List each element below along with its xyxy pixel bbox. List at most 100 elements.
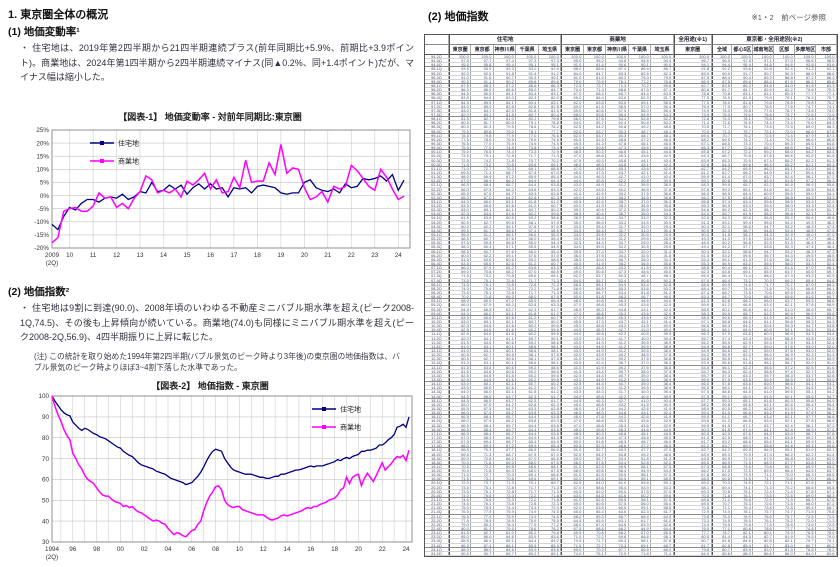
table-cell: 57.5: [711, 377, 733, 382]
table-cell: 78.9: [732, 514, 754, 518]
table-cell: 77.5: [516, 522, 539, 527]
table-cell: 56.2: [816, 406, 837, 411]
table-cell: 63.7: [753, 423, 775, 427]
table-cell: 32.3: [651, 216, 674, 220]
table-cell: 83.6: [539, 535, 562, 539]
table-cell: 83.1: [539, 92, 562, 96]
table-cell: 76.8: [651, 79, 674, 83]
table-cell: 79.3: [816, 88, 837, 92]
table-row: 18-3Q 69.0 70.8 68.2 67.0 66.5 55.0 56.7 53.4 51.…: [425, 456, 837, 461]
table-cell: 63.4: [732, 336, 754, 340]
table-row: 04-4Q 59.5 61.7 58.6 57.1 56.5 34.5 36.4 32.7 31.…: [425, 228, 837, 234]
table-cell: 77.9: [471, 141, 494, 146]
table-cell: 79.9: [753, 96, 775, 100]
table-cell: 77.1: [816, 92, 837, 96]
group-header: 住宅地: [448, 35, 562, 45]
table-cell: 67.5: [471, 191, 494, 195]
table-heading: (2) 地価指数: [428, 11, 489, 23]
table-cell: 73.9: [673, 112, 712, 117]
table-cell: 64.9: [753, 170, 775, 175]
table-cell: 64.5: [448, 394, 472, 398]
table-cell: 64.3: [753, 431, 775, 435]
table-cell: 43.0: [561, 377, 584, 382]
table-cell: 50.3: [606, 133, 629, 137]
table-cell: 43.6: [629, 154, 652, 158]
table-cell: 41.0: [561, 191, 584, 195]
table-cell: 49.6: [816, 216, 837, 220]
table-cell: 38.7: [606, 361, 629, 365]
table-cell: 65.9: [753, 270, 775, 274]
table-cell: 100.0: [448, 55, 472, 59]
table-cell: 74.5: [448, 502, 472, 506]
row-label: 15-1Q: [425, 398, 449, 402]
table-cell: 52.1: [774, 237, 796, 241]
table-cell: 77.7: [774, 527, 796, 531]
table-cell: 60.2: [516, 324, 539, 328]
table-cell: 83.4: [516, 92, 539, 96]
table-cell: 57.0: [795, 266, 817, 270]
table-cell: 60.6: [494, 340, 517, 344]
legend-label: 住宅地: [340, 405, 361, 414]
table-cell: 55.8: [795, 398, 817, 402]
table-cell: 61.7: [651, 96, 674, 100]
table-cell: 55.0: [561, 291, 584, 295]
table-cell: 43.0: [561, 183, 584, 187]
table-cell: 45.3: [606, 303, 629, 307]
table-cell: 63.7: [494, 398, 517, 402]
row-label: 04-3Q: [425, 224, 449, 228]
table-cell: 86.0: [774, 551, 796, 556]
table-cell: 70.8: [673, 506, 712, 510]
table-cell: 59.5: [606, 498, 629, 502]
table-cell: 72.5: [561, 83, 584, 88]
table-cell: 80.3: [774, 92, 796, 96]
table-cell: 58.1: [516, 220, 539, 224]
table-cell: 36.5: [629, 195, 652, 199]
table-cell: 39.2: [606, 191, 629, 195]
table-cell: 60.5: [561, 489, 584, 493]
table-cell: 63.3: [539, 419, 562, 423]
table-cell: 75.7: [753, 510, 775, 514]
table-cell: 40.4: [651, 398, 674, 402]
table-cell: 84.1: [471, 108, 494, 112]
table-cell: 70.0: [448, 295, 472, 299]
table-cell: 80.2: [606, 75, 629, 79]
table-cell: 79.1: [816, 539, 837, 543]
row-label: 03-3Q: [425, 208, 449, 212]
table-cell: 64.4: [516, 427, 539, 431]
table-cell: 68.0: [516, 469, 539, 473]
table-cell: 65.9: [516, 444, 539, 448]
commercial-line: [51, 144, 405, 244]
table-cell: 74.4: [494, 506, 517, 510]
row-label: 96-4Q: [425, 96, 449, 100]
table-cell: 52.2: [651, 117, 674, 121]
table-cell: 56.1: [711, 365, 733, 369]
table-cell: 82.0: [539, 96, 562, 100]
table-cell: 32.5: [629, 253, 652, 257]
table-cell: 70.7: [516, 158, 539, 162]
table-cell: 58.1: [584, 282, 607, 286]
table-cell: 72.2: [516, 493, 539, 498]
table-cell: 72.5: [795, 514, 817, 518]
table-cell: 67.8: [795, 489, 817, 493]
table-cell: 35.8: [651, 262, 674, 266]
table-cell: 57.2: [816, 175, 837, 179]
table-cell: 55.9: [711, 353, 733, 357]
table-cell: 65.5: [448, 191, 472, 195]
table-cell: 57.5: [651, 464, 674, 469]
table-cell: 59.9: [673, 423, 712, 427]
table-cell: 64.5: [732, 390, 754, 394]
table-cell: 43.6: [629, 423, 652, 427]
table-column-header-row: 東京圏 東京都 神奈川県 千葉県 埼玉県 東京圏 東京都 神奈川県 千葉県 埼玉県 東京圏 全域 都心5…: [425, 45, 837, 55]
table-cell: 45.0: [561, 402, 584, 406]
table-cell: 41.9: [651, 406, 674, 411]
table-cell: 84.0: [774, 83, 796, 88]
table-cell: 66.5: [448, 427, 472, 431]
table-row: 04-2Q 60.5 62.7 59.6 58.1 57.5 35.0 36.9 33.2 31.…: [425, 220, 837, 225]
table-cell: 73.8: [494, 502, 517, 506]
x-axis-tick: 17: [230, 252, 238, 259]
table-cell: 67.5: [471, 406, 494, 411]
table-cell: 63.5: [448, 315, 472, 319]
table-cell: 68.5: [448, 448, 472, 452]
page-title: 1. 東京圏全体の概況: [8, 9, 109, 21]
x-axis-tick: 96: [69, 546, 77, 553]
